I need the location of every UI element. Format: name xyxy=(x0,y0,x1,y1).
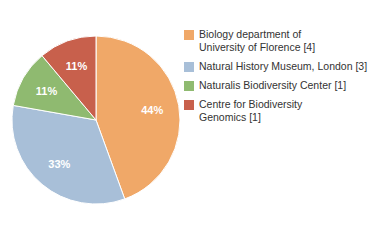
svg-text:11%: 11% xyxy=(36,85,58,97)
html-text:Biology department of Universi: Biology department of University of Flor… xyxy=(199,28,316,53)
svg-text:44%: 44% xyxy=(141,104,163,116)
html-text:Centre for Biodiversity Genomi: Centre for Biodiversity Genomics [1] xyxy=(199,98,303,123)
svg-text:11%: 11% xyxy=(66,60,88,72)
svg-text:33%: 33% xyxy=(48,158,70,170)
html-text:Natural History Museum, London: Natural History Museum, London [3] xyxy=(199,60,368,72)
html-text:Naturalis Biodiversity Center: Naturalis Biodiversity Center [1] xyxy=(199,79,347,91)
